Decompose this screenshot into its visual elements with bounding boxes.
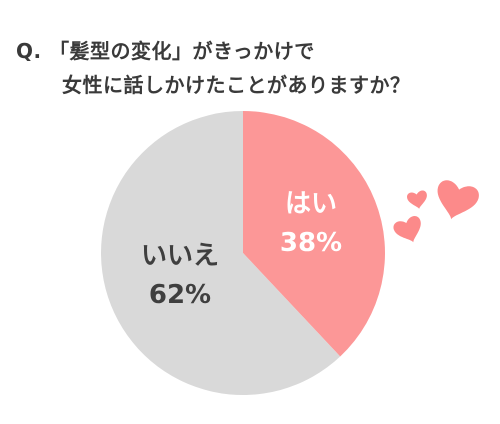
slice-label-no-value: 62% bbox=[149, 280, 211, 310]
question-title: Q. 「髪型の変化」がきっかけで 女性に話しかけたことがありますか？ bbox=[16, 34, 486, 102]
heart-icon bbox=[407, 190, 427, 209]
pie-slice-yes bbox=[243, 111, 385, 357]
slice-label-yes-category: はい bbox=[285, 189, 337, 219]
slice-label-no-category: いいえ bbox=[141, 241, 219, 271]
heart-icon bbox=[437, 180, 479, 220]
hearts-icon bbox=[393, 180, 479, 243]
pie-labels: はい 38% いいえ 62% bbox=[141, 189, 342, 310]
pie-slices bbox=[100, 111, 385, 395]
heart-icon bbox=[393, 216, 421, 243]
question-title-line-2: 女性に話しかけたことがありますか？ bbox=[62, 73, 411, 97]
question-title-line-1: Q. 「髪型の変化」がきっかけで bbox=[16, 39, 315, 63]
pie-slice-no bbox=[100, 111, 341, 395]
slice-label-yes-value: 38% bbox=[280, 228, 342, 258]
